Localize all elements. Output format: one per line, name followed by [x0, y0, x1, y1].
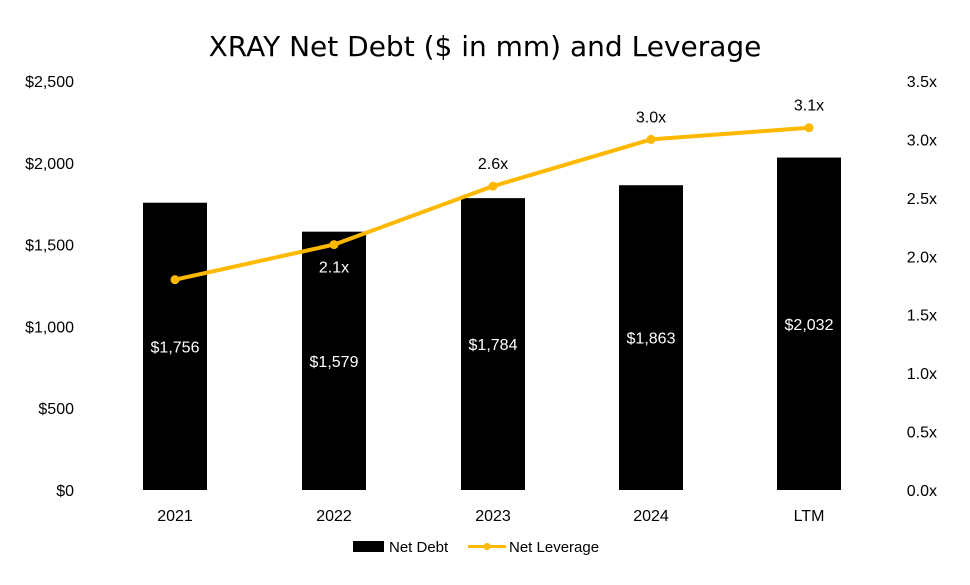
x-axis-tick-label: 2023: [475, 508, 511, 525]
left-axis-tick-label: $2,500: [25, 74, 74, 91]
net-leverage-point: [329, 240, 339, 250]
net-debt-bar-label: $1,579: [310, 354, 359, 371]
right-axis-tick-label: 1.0x: [907, 366, 937, 383]
chart-title: XRAY Net Debt ($ in mm) and Leverage: [208, 30, 762, 63]
line-series: [170, 123, 814, 285]
net-leverage-point: [488, 181, 498, 191]
net-leverage-point: [170, 275, 180, 285]
x-axis-tick-label: 2022: [316, 508, 352, 525]
right-axis-tick-label: 3.5x: [907, 74, 937, 91]
right-axis-tick-label: 0.0x: [907, 483, 937, 500]
bars: [143, 157, 841, 491]
net-leverage-label: 3.1x: [794, 98, 824, 115]
legend-net-debt-label: Net Debt: [389, 539, 449, 556]
bar-labels: $1,756 $1,579 $1,784 $1,863 $2,032: [151, 317, 834, 371]
net-leverage-label: 1.8x: [160, 250, 190, 267]
net-debt-bar-label: $1,756: [151, 339, 200, 356]
net-debt-bar-label: $2,032: [785, 317, 834, 334]
right-axis-tick-label: 0.5x: [907, 425, 937, 442]
right-axis-tick-label: 2.0x: [907, 249, 937, 266]
net-debt-bar: [302, 231, 366, 490]
legend-net-debt-swatch: [353, 541, 384, 552]
left-axis-tick-label: $500: [38, 401, 74, 418]
line-labels: 1.8x 2.1x 2.6x 3.0x 3.1x: [160, 98, 824, 277]
net-debt-bar: [143, 202, 207, 491]
x-axis-tick-label: 2024: [633, 508, 669, 525]
net-leverage-point: [646, 134, 656, 144]
right-axis-tick-label: 1.5x: [907, 308, 937, 325]
right-axis: 0.0x 0.5x 1.0x 1.5x 2.0x 2.5x 3.0x 3.5x: [907, 74, 937, 500]
net-debt-bar: [777, 157, 841, 490]
net-leverage-label: 3.0x: [636, 109, 666, 126]
net-debt-bar-label: $1,863: [627, 331, 676, 348]
net-debt-bar-label: $1,784: [469, 337, 518, 354]
legend: Net Debt Net Leverage: [353, 539, 599, 556]
left-axis: $0 $500 $1,000 $1,500 $2,000 $2,500: [25, 74, 74, 500]
net-debt-bar: [461, 198, 525, 490]
left-axis-tick-label: $1,000: [25, 319, 74, 336]
right-axis-tick-label: 3.0x: [907, 132, 937, 149]
net-leverage-point: [804, 123, 814, 133]
legend-net-leverage-label: Net Leverage: [509, 539, 599, 556]
x-axis: 2021 2022 2023 2024 LTM: [157, 508, 824, 525]
left-axis-tick-label: $0: [56, 483, 74, 500]
net-debt-bar: [619, 185, 683, 490]
legend-net-leverage-swatch-marker: [483, 543, 491, 550]
x-axis-tick-label: 2021: [157, 508, 193, 525]
left-axis-tick-label: $2,000: [25, 156, 74, 173]
net-leverage-label: 2.6x: [478, 156, 508, 173]
x-axis-tick-label: LTM: [794, 508, 825, 525]
right-axis-tick-label: 2.5x: [907, 191, 937, 208]
left-axis-tick-label: $1,500: [25, 238, 74, 255]
net-leverage-label: 2.1x: [319, 260, 349, 277]
